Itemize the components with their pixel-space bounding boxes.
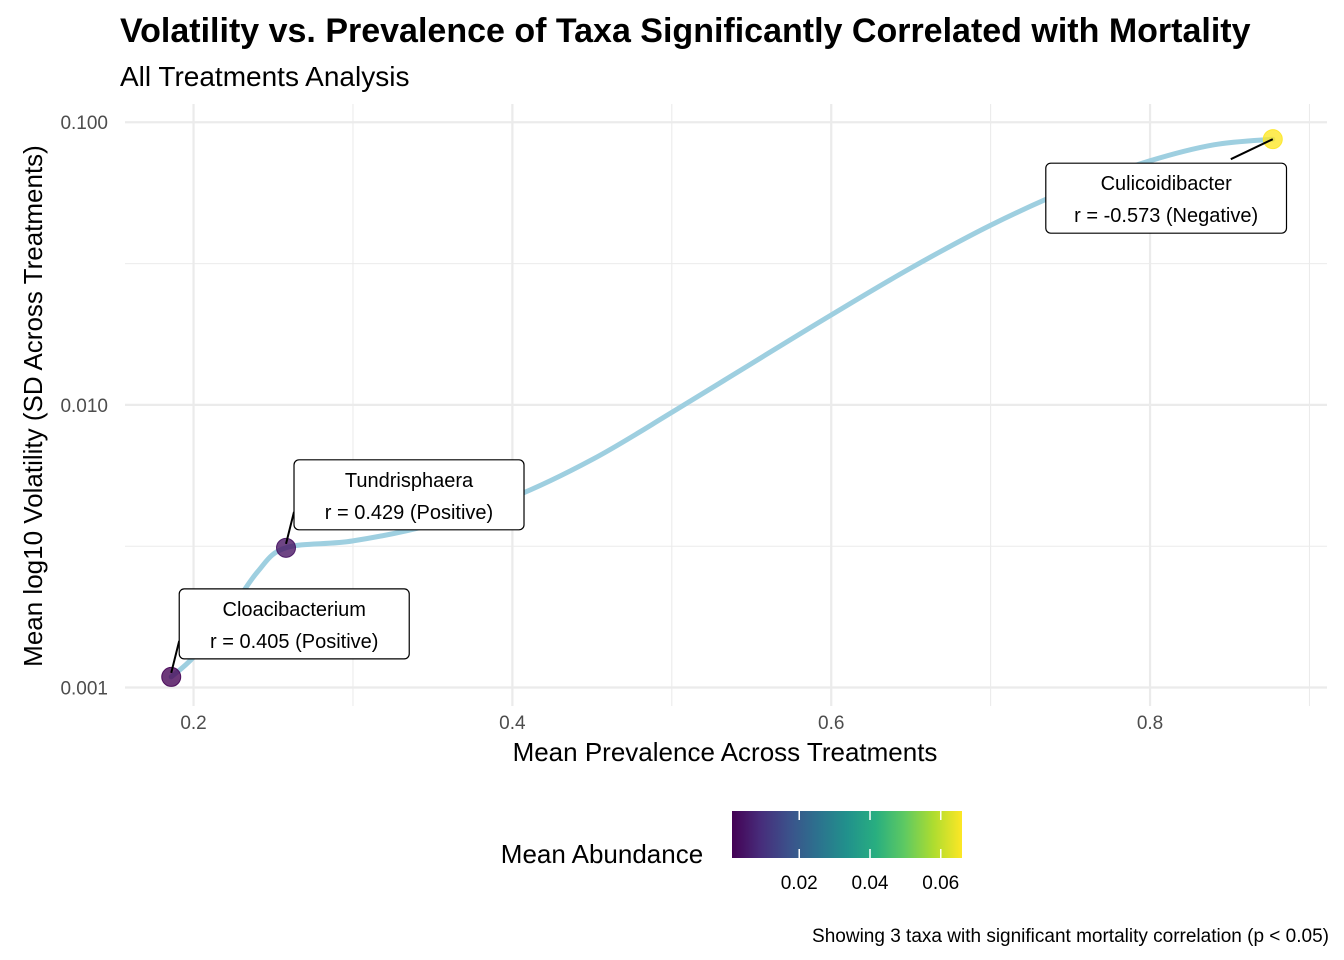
annotation-cloacibacterium: Cloacibacterium r = 0.405 (Positive)	[170, 588, 410, 674]
x-tick-label: 0.4	[499, 713, 526, 734]
data-point	[276, 537, 297, 558]
annotation-correlation: r = 0.405 (Positive)	[210, 631, 378, 653]
color-legend: Mean Abundance 0.02 0.04 0.06	[501, 811, 962, 894]
legend-title: Mean Abundance	[501, 839, 703, 869]
annotation-connector	[285, 511, 295, 545]
annotation-connector	[1230, 138, 1274, 161]
chart-title: Volatility vs. Prevalence of Taxa Signif…	[120, 12, 1251, 50]
colorbar-ticks: 0.02 0.04 0.06	[781, 811, 959, 894]
data-point	[161, 666, 182, 687]
y-tick-label: 0.100	[60, 113, 108, 134]
x-tick-label: 0.8	[1137, 713, 1163, 734]
annotation-tundrisphaera: Tundrisphaera r = 0.429 (Positive)	[285, 459, 525, 545]
annotation-box	[293, 459, 525, 531]
annotation-box	[1045, 162, 1288, 234]
y-axis-ticks: 0.001 0.010 0.100	[60, 113, 108, 699]
y-axis-title: Mean log10 Volatility (SD Across Treatme…	[18, 145, 48, 667]
annotation-correlation: r = 0.429 (Positive)	[325, 502, 493, 524]
colorbar-tick-label: 0.02	[781, 873, 818, 894]
annotation-taxon: Culicoidibacter	[1101, 173, 1233, 195]
x-axis-ticks: 0.2 0.4 0.6 0.8	[180, 713, 1163, 734]
chart-subtitle: All Treatments Analysis	[120, 61, 409, 92]
annotation-box	[178, 588, 410, 660]
colorbar-tick-label: 0.06	[922, 873, 959, 894]
y-tick-label: 0.001	[60, 678, 108, 699]
caption: Showing 3 taxa with significant mortalit…	[812, 926, 1329, 947]
x-axis-title: Mean Prevalence Across Treatments	[513, 737, 938, 767]
colorbar-tick-label: 0.04	[852, 873, 889, 894]
y-tick-label: 0.010	[60, 396, 108, 417]
x-tick-label: 0.6	[818, 713, 844, 734]
annotation-connector	[170, 640, 181, 674]
x-tick-label: 0.2	[180, 713, 206, 734]
annotation-taxon: Cloacibacterium	[223, 599, 366, 621]
annotation-correlation: r = -0.573 (Negative)	[1074, 205, 1258, 227]
point-annotations: Cloacibacterium r = 0.405 (Positive) Tundr…	[170, 138, 1288, 674]
annotation-taxon: Tundrisphaera	[345, 470, 474, 492]
colorbar	[732, 811, 962, 858]
annotation-culicoidibacter: Culicoidibacter r = -0.573 (Negative)	[1045, 138, 1288, 234]
